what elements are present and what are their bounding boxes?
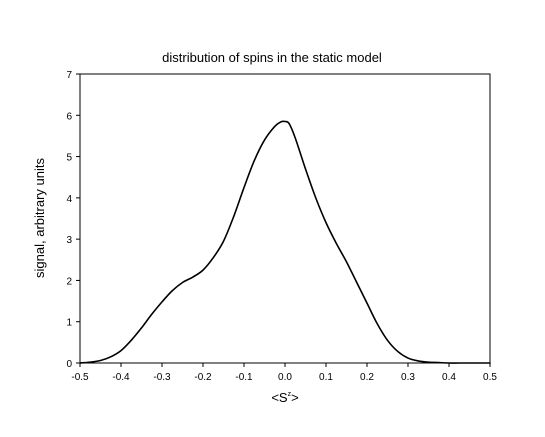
distribution-line (79, 120, 491, 364)
y-tick-label: 7 (66, 70, 72, 81)
x-axis-label-superscript: z (288, 391, 292, 398)
y-tick-label: 0 (66, 359, 72, 370)
y-tick-label: 2 (66, 276, 72, 287)
x-tick-label: 0.4 (442, 372, 456, 383)
x-tick-label: 0.5 (483, 372, 497, 383)
y-tick-label: 5 (66, 153, 72, 164)
x-axis-label-suffix: > (291, 390, 299, 405)
x-tick-label: -0.2 (194, 372, 212, 383)
y-tick-label: 1 (66, 318, 72, 329)
x-tick-label: 0.1 (319, 372, 333, 383)
x-tick-label: 0.3 (401, 372, 415, 383)
x-tick-label: -0.4 (112, 372, 130, 383)
x-tick-label: -0.3 (153, 372, 171, 383)
y-tick-label: 3 (66, 235, 72, 246)
y-axis-label: signal, arbitrary units (32, 158, 47, 278)
x-tick-label: 0.0 (278, 372, 292, 383)
series-layer (79, 120, 491, 364)
y-tick-label: 6 (66, 111, 72, 122)
x-axis-tick-labels: -0.5 -0.4 -0.3 -0.2 -0.1 0.0 0.1 0.2 0.3 0.4 0.5 (71, 372, 497, 383)
x-tick-label: -0.1 (235, 372, 253, 383)
x-axis-label-prefix: <S (271, 390, 288, 405)
x-tick-label: 0.2 (360, 372, 374, 383)
plot-frame (79, 73, 491, 364)
x-axis-label: <Sz> (271, 390, 298, 405)
y-tick-label: 4 (66, 194, 72, 205)
chart-title: distribution of spins in the static mode… (162, 50, 382, 65)
y-axis-tick-labels: 0 1 2 3 4 5 6 7 (66, 70, 72, 370)
x-tick-label: -0.5 (71, 372, 89, 383)
y-axis-ticks (76, 73, 80, 364)
x-axis-ticks (79, 363, 491, 367)
